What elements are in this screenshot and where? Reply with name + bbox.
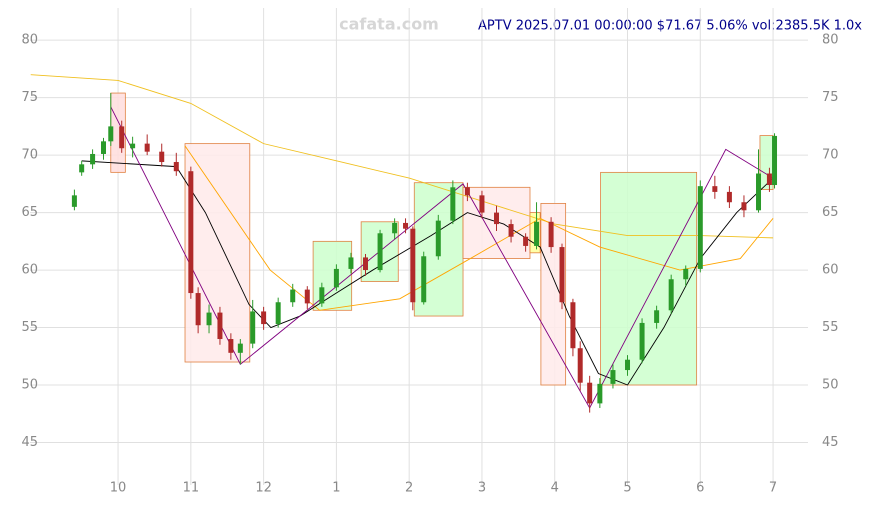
candle-body bbox=[159, 151, 165, 163]
x-tick-label: 6 bbox=[696, 481, 704, 496]
candle-body bbox=[130, 143, 136, 149]
y-tick-label: 75 bbox=[21, 90, 38, 105]
candle-body bbox=[333, 268, 339, 288]
x-tick-label: 10 bbox=[110, 481, 127, 496]
y-tick-label: 65 bbox=[21, 205, 38, 220]
y-tick-label-right: 45 bbox=[822, 435, 839, 450]
candle-body bbox=[610, 370, 616, 384]
candle-body bbox=[625, 359, 631, 371]
y-tick-label: 80 bbox=[21, 33, 38, 48]
watermark: cafata.com bbox=[339, 15, 439, 34]
candle-body bbox=[101, 141, 107, 154]
indicator-line bbox=[81, 160, 774, 386]
candle-body bbox=[479, 195, 485, 213]
candle-body bbox=[756, 173, 762, 211]
candle-body bbox=[559, 247, 565, 303]
candle-body bbox=[275, 302, 281, 325]
candle-body bbox=[206, 312, 212, 326]
candle-body bbox=[79, 164, 85, 173]
y-tick-label-right: 70 bbox=[822, 148, 839, 163]
candle-body bbox=[435, 220, 441, 257]
candle-body bbox=[144, 143, 150, 152]
x-tick-label: 1 bbox=[332, 481, 340, 496]
candle-body bbox=[464, 187, 470, 196]
y-tick-label: 70 bbox=[21, 148, 38, 163]
candle-body bbox=[410, 228, 416, 303]
candle-body bbox=[450, 187, 456, 221]
candle-body bbox=[188, 171, 194, 294]
zone-box bbox=[600, 171, 698, 386]
candle-body bbox=[173, 162, 179, 172]
candle-body bbox=[421, 256, 427, 303]
indicator-line bbox=[30, 74, 774, 239]
candle-body bbox=[217, 312, 223, 340]
candle-body bbox=[377, 233, 383, 271]
candle-body bbox=[668, 279, 674, 311]
candle-body bbox=[639, 322, 645, 360]
candle-body bbox=[534, 221, 540, 246]
candle-body bbox=[772, 135, 778, 186]
x-tick-label: 12 bbox=[255, 481, 272, 496]
chart-title: APTV 2025.07.01 00:00:00 $71.67 5.06% vo… bbox=[478, 19, 862, 34]
candle-body bbox=[71, 195, 77, 207]
candle-body bbox=[290, 289, 296, 303]
x-tick-label: 4 bbox=[551, 481, 559, 496]
candle-body bbox=[119, 126, 125, 149]
candle-body bbox=[654, 310, 660, 323]
candle-body bbox=[90, 153, 96, 165]
candle-body bbox=[494, 212, 500, 225]
candle-body bbox=[683, 268, 689, 280]
x-tick-label: 3 bbox=[478, 481, 486, 496]
candle-body bbox=[250, 311, 256, 344]
candle-body bbox=[577, 348, 583, 383]
candle-body bbox=[697, 186, 703, 269]
y-tick-label-right: 80 bbox=[822, 33, 839, 48]
y-tick-label: 60 bbox=[21, 263, 38, 278]
candle-body bbox=[766, 173, 772, 186]
candle-body bbox=[726, 191, 732, 203]
y-tick-label-right: 75 bbox=[822, 90, 839, 105]
candle-body bbox=[741, 202, 747, 211]
zone-box bbox=[184, 143, 251, 363]
zone-box bbox=[312, 240, 353, 311]
candle-body bbox=[548, 221, 554, 248]
y-tick-label: 50 bbox=[21, 378, 38, 393]
y-tick-label-right: 65 bbox=[822, 205, 839, 220]
x-tick-label: 5 bbox=[623, 481, 631, 496]
candle-body bbox=[363, 257, 369, 271]
candle-body bbox=[597, 383, 603, 404]
candle-body bbox=[348, 257, 354, 269]
candle-body bbox=[570, 302, 576, 349]
candle-body bbox=[403, 222, 409, 229]
candle-body bbox=[508, 224, 514, 237]
candle-body bbox=[261, 311, 267, 325]
y-tick-label-right: 55 bbox=[822, 320, 839, 335]
x-tick-label: 11 bbox=[183, 481, 200, 496]
candle-body bbox=[237, 343, 243, 353]
x-tick-label: 7 bbox=[769, 481, 777, 496]
y-tick-label-right: 50 bbox=[822, 378, 839, 393]
candle-body bbox=[712, 186, 718, 192]
candle-body bbox=[228, 339, 234, 353]
y-tick-label-right: 60 bbox=[822, 263, 839, 278]
candle-body bbox=[108, 126, 114, 142]
x-tick-label: 2 bbox=[405, 481, 413, 496]
y-tick-label: 45 bbox=[21, 435, 38, 450]
candle-body bbox=[304, 289, 310, 304]
candle-body bbox=[523, 236, 529, 246]
y-tick-label: 55 bbox=[21, 320, 38, 335]
candle-body bbox=[319, 287, 325, 304]
candle-body bbox=[195, 293, 201, 326]
candle-body bbox=[587, 382, 593, 404]
candle-body bbox=[392, 222, 398, 234]
